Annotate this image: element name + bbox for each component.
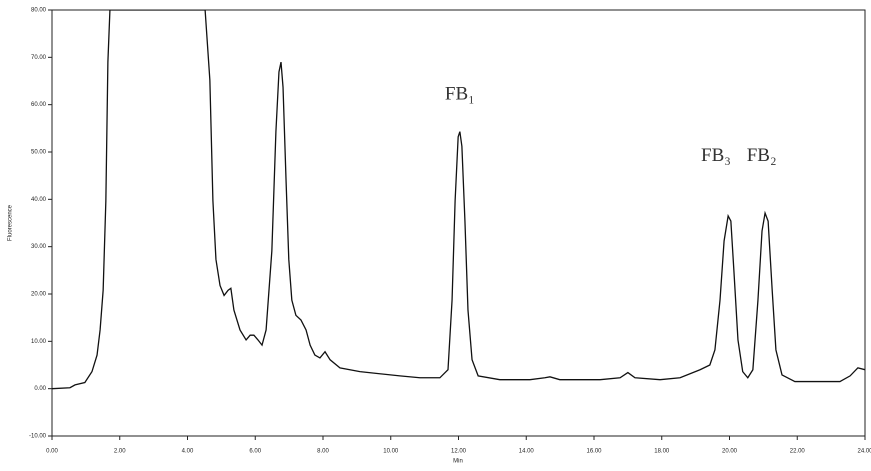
x-tick-label: 22.00 (790, 449, 806, 455)
y-tick-label: 20.00 (31, 292, 47, 298)
y-tick-label: 0.00 (34, 386, 46, 392)
x-tick-label: 20.00 (722, 449, 738, 455)
x-tick-label: 12.00 (451, 449, 467, 455)
y-tick-label: 80.00 (31, 8, 47, 14)
x-tick-label: 24.00 (857, 449, 871, 455)
y-tick-label: 50.00 (31, 150, 47, 156)
y-tick-label: -10.00 (29, 434, 47, 440)
x-tick-label: 14.00 (519, 449, 535, 455)
y-axis-label: Fluorescence (8, 204, 14, 241)
y-tick-label: 60.00 (31, 102, 47, 108)
x-tick-label: 16.00 (586, 449, 602, 455)
peak-label: FB₂ (747, 145, 777, 166)
x-tick-label: 10.00 (383, 449, 399, 455)
x-tick-label: 4.00 (182, 449, 194, 455)
x-tick-label: 2.00 (114, 449, 126, 455)
trace (52, 10, 865, 390)
x-tick-label: 0.00 (46, 449, 58, 455)
y-tick-label: 70.00 (31, 55, 47, 61)
y-tick-label: 30.00 (31, 244, 47, 250)
x-tick-label: 18.00 (654, 449, 670, 455)
y-tick-label: 10.00 (31, 339, 47, 345)
y-tick-label: 40.00 (31, 197, 47, 203)
x-tick-label: 8.00 (317, 449, 329, 455)
x-axis-label: Min (453, 459, 463, 465)
x-tick-label: 6.00 (249, 449, 261, 455)
peak-label: FB₃ (701, 145, 731, 166)
peak-label: FB₁ (445, 84, 475, 105)
